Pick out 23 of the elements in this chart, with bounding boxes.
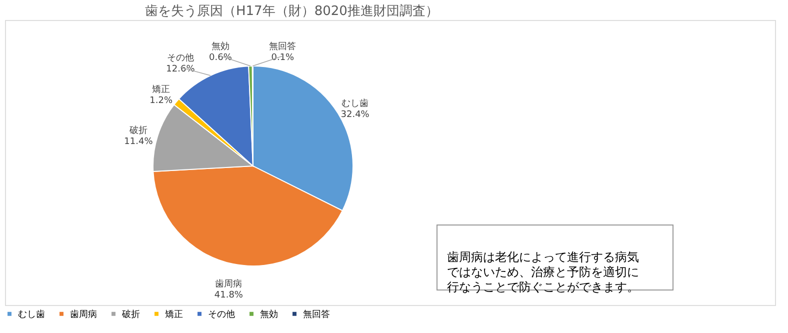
- legend-label: 歯周病: [70, 308, 97, 320]
- slice-label: むし歯: [342, 98, 369, 109]
- data-label: 11.4%: [124, 137, 154, 148]
- slice-label: その他: [166, 52, 194, 64]
- slice-label: 無効: [211, 41, 230, 52]
- legend-label: むし歯: [18, 308, 45, 320]
- legend-label: その他: [208, 308, 235, 320]
- slice-label: 矯正: [152, 84, 170, 95]
- data-label: 41.8%: [214, 290, 244, 301]
- slice-label: 無回答: [269, 41, 296, 52]
- data-label: 0.6%: [209, 53, 232, 64]
- legend-label: 無回答: [303, 308, 330, 320]
- slice-label: 歯周病: [215, 278, 242, 290]
- slice-label: 破折: [128, 125, 148, 136]
- text: 歯周病は老化によって進行する病気ではないため、治療と予防を適切に行なうことで防ぐことができます。: [447, 250, 639, 294]
- legend-label: 矯正: [165, 308, 183, 320]
- legend-label: 破折: [121, 308, 140, 320]
- data-label: 12.6%: [166, 64, 196, 74]
- chart-title: 歯を失う原因（H17年（財）8020推進財団調査）: [145, 4, 438, 19]
- data-label: 32.4%: [340, 110, 370, 120]
- legend-label: 無効: [260, 308, 278, 320]
- data-label: 0.1%: [271, 53, 295, 63]
- data-label: 1.2%: [150, 96, 173, 106]
